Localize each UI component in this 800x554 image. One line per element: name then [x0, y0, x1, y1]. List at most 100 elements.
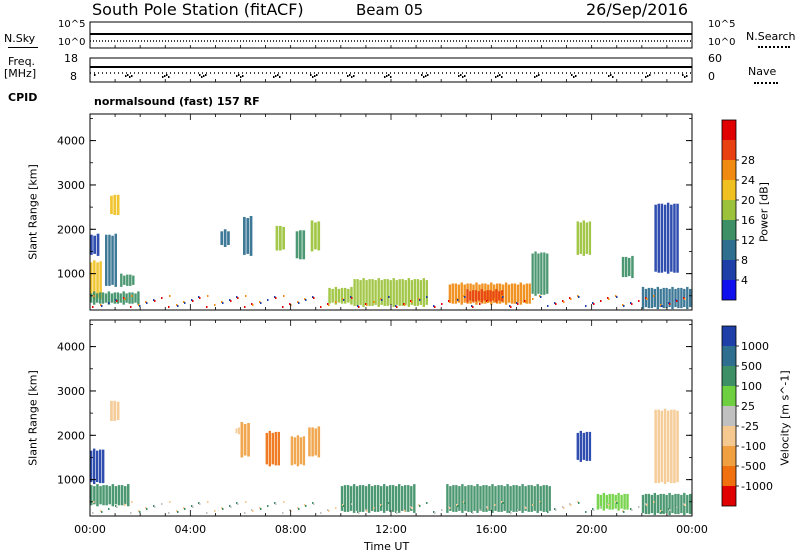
velocity-speckle [183, 507, 185, 509]
velocity-data-cell [361, 485, 365, 512]
power-data-cell [116, 292, 119, 304]
power-data-cell [466, 289, 469, 303]
velocity-data-cell [111, 484, 115, 507]
power-data-cell [668, 288, 671, 308]
velocity-data-cell [470, 485, 473, 512]
velocity-speckle [237, 503, 239, 505]
power-data-cell [525, 283, 528, 304]
velocity-speckle [381, 505, 383, 507]
power-speckle [464, 296, 466, 298]
power-data-cell [489, 290, 492, 302]
power-data-cell [131, 292, 134, 304]
power-ytick-label: 1000 [57, 268, 85, 281]
velocity-data-cell [611, 493, 614, 510]
velocity-speckle [471, 511, 473, 513]
power-speckle [365, 303, 367, 305]
power-data-cell [540, 252, 543, 295]
velocity-data-cell [530, 485, 533, 512]
velocity-data-cell [99, 449, 102, 484]
freq-tick-bottom: 8 [70, 70, 77, 83]
power-speckle [433, 305, 435, 307]
power-data-cell [317, 221, 321, 251]
power-speckle [517, 303, 519, 305]
power-data-cell [223, 229, 227, 247]
velocity-data-cell [608, 493, 611, 510]
velocity-speckle [509, 511, 511, 513]
power-speckle [139, 305, 141, 307]
velocity-data-cell [527, 485, 530, 512]
velocity-data-cell [620, 494, 623, 509]
velocity-speckle [328, 510, 330, 512]
power-data-cell [275, 225, 279, 251]
velocity-speckle [479, 509, 481, 511]
velocity-data-cell [671, 494, 674, 514]
velocity-speckle [93, 501, 95, 503]
nave-dot [647, 75, 649, 77]
power-data-cell [528, 283, 531, 304]
velocity-data-cell [398, 484, 401, 513]
power-speckle [176, 304, 178, 306]
power-data-cell [374, 280, 377, 305]
velocity-speckle [177, 511, 179, 513]
velocity-speckle [222, 508, 224, 510]
noise-tick-top: 10^5 [58, 19, 86, 30]
nsearch-label: N.Search [746, 30, 796, 43]
velocity-speckle [449, 507, 451, 509]
power-data-cell [129, 274, 132, 286]
velocity-speckle [206, 512, 208, 514]
power-speckle [366, 304, 368, 306]
power-speckle [328, 304, 330, 306]
power-speckle [395, 305, 397, 307]
power-data-cell [457, 284, 460, 303]
power-speckle [653, 295, 655, 297]
velocity-speckle [456, 504, 458, 506]
nave-dot [390, 76, 392, 78]
power-speckle [297, 301, 299, 303]
power-speckle [236, 296, 238, 298]
velocity-plot-bg [90, 320, 692, 516]
power-data-cell [513, 283, 517, 304]
power-speckle [502, 296, 504, 298]
velocity-data-cell [93, 486, 96, 505]
power-speckle [145, 301, 147, 303]
nave-dot [279, 76, 281, 78]
velocity-data-cell [364, 486, 368, 511]
velocity-ytick-label: 2000 [57, 429, 85, 442]
velocity-colorbar-segment [722, 346, 736, 366]
velocity-data-cell [494, 486, 497, 511]
velocity-speckle [282, 512, 284, 514]
power-speckle [327, 303, 329, 305]
power-speckle [320, 306, 322, 308]
velocity-data-cell [488, 486, 491, 511]
power-speckle [108, 302, 110, 304]
power-colorbar-tick-label: 16 [741, 214, 755, 227]
nave-dot [501, 76, 503, 78]
velocity-colorbar-segment [722, 486, 736, 506]
nave-dot [131, 75, 133, 77]
power-data-cell [407, 278, 410, 307]
power-data-cell [631, 255, 634, 279]
velocity-speckle [198, 502, 200, 504]
velocity-speckle [510, 512, 512, 514]
velocity-speckle [562, 506, 564, 508]
power-data-cell [404, 280, 407, 305]
power-speckle [267, 299, 269, 301]
velocity-data-cell [340, 486, 344, 511]
power-speckle [661, 305, 663, 307]
velocity-data-cell [108, 486, 111, 505]
power-data-cell [299, 230, 302, 260]
velocity-speckle [615, 501, 617, 503]
power-speckle [230, 300, 232, 302]
velocity-colorbar-tick-label: -1000 [741, 480, 773, 493]
velocity-speckle [396, 512, 398, 514]
velocity-data-cell [96, 484, 99, 507]
power-data-cell [380, 280, 383, 305]
power-speckle [547, 305, 549, 307]
velocity-data-cell [238, 427, 240, 435]
power-data-cell [123, 275, 126, 285]
power-speckle [426, 296, 428, 298]
velocity-speckle [516, 508, 518, 510]
nave-dot [277, 74, 279, 76]
power-data-cell [422, 278, 425, 307]
velocity-speckle [351, 503, 353, 505]
